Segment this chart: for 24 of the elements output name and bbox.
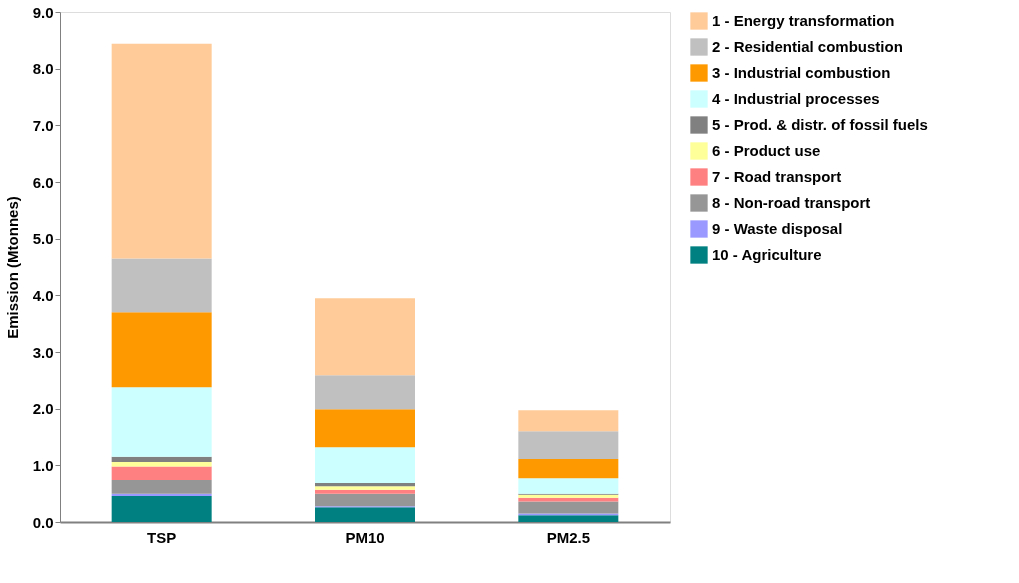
legend-label: 7 - Road transport (712, 168, 842, 185)
y-tick-label: 4.0 (32, 286, 54, 304)
x-tick-label: PM10 (345, 528, 385, 546)
legend-label: 6 - Product use (712, 142, 821, 159)
y-tick-label: 6.0 (32, 173, 54, 191)
y-tick-label: 8.0 (32, 60, 54, 78)
legend-label: 9 - Waste disposal (712, 220, 843, 237)
y-tick-label: 5.0 (32, 230, 54, 248)
y-tick-label: 9.0 (32, 3, 54, 21)
y-tick-label: 0.0 (32, 513, 54, 531)
legend-label: 10 - Agriculture (712, 246, 822, 263)
legend-label: 5 - Prod. & distr. of fossil fuels (712, 116, 928, 133)
x-tick-label: PM2.5 (546, 528, 591, 546)
y-tick-label: 2.0 (32, 400, 54, 418)
y-tick-label: 7.0 (32, 116, 54, 134)
legend-label: 3 - Industrial combustion (712, 64, 891, 81)
legend-label: 4 - Industrial processes (712, 90, 880, 107)
legend-label: 8 - Non-road transport (712, 194, 871, 211)
x-tick-label: TSP (147, 528, 177, 546)
y-tick-label: 1.0 (32, 456, 54, 474)
legend-label: 1 - Energy transformation (712, 12, 895, 29)
y-tick-label: 3.0 (32, 343, 54, 361)
y-axis-title: Emission (Mtonnes) (3, 196, 21, 339)
legend-label: 2 - Residential combustion (712, 38, 903, 55)
